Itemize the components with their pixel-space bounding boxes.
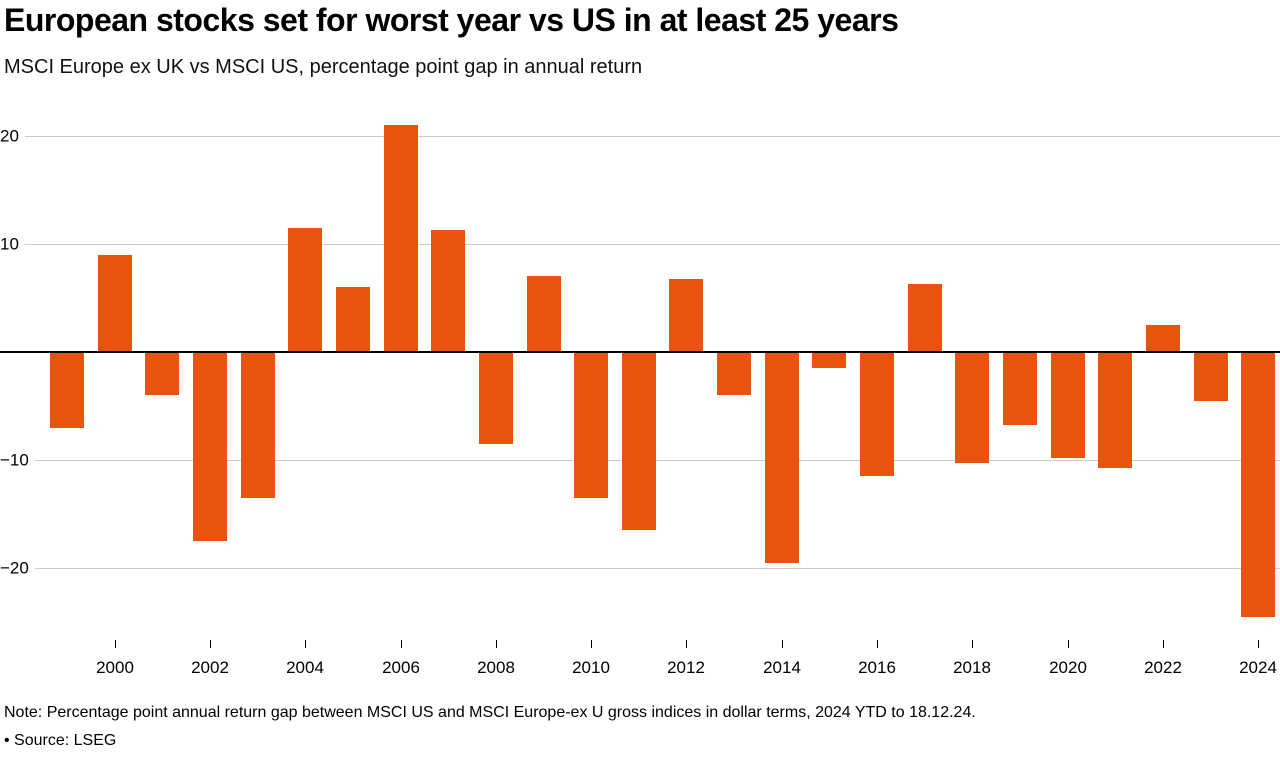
chart-source: • Source: LSEG [4,732,117,749]
bar-2001 [145,352,179,395]
x-axis-label-2016: 2016 [858,658,896,677]
chart-subtitle: MSCI Europe ex UK vs MSCI US, percentage… [4,56,643,78]
bar-2010 [574,352,608,498]
bar-2007 [431,230,465,352]
bar-2000 [98,255,132,352]
x-axis-label-2000: 2000 [96,658,134,677]
bar-2002 [193,352,227,541]
x-axis-label-2006: 2006 [382,658,420,677]
x-tick-2004 [305,640,306,648]
x-tick-2018 [972,640,973,648]
bar-2006 [384,125,418,352]
x-axis-label-2012: 2012 [667,658,705,677]
chart-title: European stocks set for worst year vs US… [4,2,899,38]
x-tick-2024 [1258,640,1259,648]
gridline-10 [0,244,1280,245]
bar-2011 [622,352,656,530]
bar-2016 [860,352,894,476]
bar-2019 [1003,352,1037,425]
x-tick-2010 [591,640,592,648]
x-axis-label-2020: 2020 [1049,658,1087,677]
x-tick-2000 [115,640,116,648]
bar-2009 [527,276,561,352]
gridline--20 [0,568,1280,569]
x-axis-label-2022: 2022 [1144,658,1182,677]
bar-2024 [1241,352,1275,617]
bar-2012 [669,279,703,352]
bar-2014 [765,352,799,563]
bar-2023 [1194,352,1228,401]
bar-2008 [479,352,513,444]
gridline-20 [0,136,1280,137]
bar-2017 [908,284,942,352]
y-axis-label-20: 20 [0,126,25,146]
zero-axis-line [0,351,1280,353]
x-axis-label-2010: 2010 [572,658,610,677]
x-axis-label-2008: 2008 [477,658,515,677]
bar-2015 [812,352,846,368]
bar-2003 [241,352,275,498]
x-axis-label-2018: 2018 [953,658,991,677]
y-axis-label-10: 10 [0,234,25,254]
x-tick-2022 [1163,640,1164,648]
x-tick-2006 [401,640,402,648]
bar-2022 [1146,325,1180,352]
bar-2018 [955,352,989,463]
x-axis-label-2024: 2024 [1239,658,1277,677]
x-tick-2002 [210,640,211,648]
x-tick-2012 [686,640,687,648]
y-axis-label--10: −10 [0,450,35,470]
bar-chart: 20 10 −10 −20 2000 2002 2004 2006 2008 2010 2012 20… [0,112,1280,692]
bar-2004 [288,228,322,352]
x-tick-2020 [1068,640,1069,648]
bar-2005 [336,287,370,352]
chart-note: Note: Percentage point annual return gap… [4,704,976,721]
x-tick-2016 [877,640,878,648]
bar-1999 [50,352,84,428]
x-tick-2014 [782,640,783,648]
bar-2021 [1098,352,1132,468]
x-axis-label-2014: 2014 [763,658,801,677]
bar-2013 [717,352,751,395]
x-axis-label-2004: 2004 [286,658,324,677]
x-axis-label-2002: 2002 [191,658,229,677]
bar-2020 [1051,352,1085,458]
y-axis-label--20: −20 [0,558,35,578]
x-tick-2008 [496,640,497,648]
